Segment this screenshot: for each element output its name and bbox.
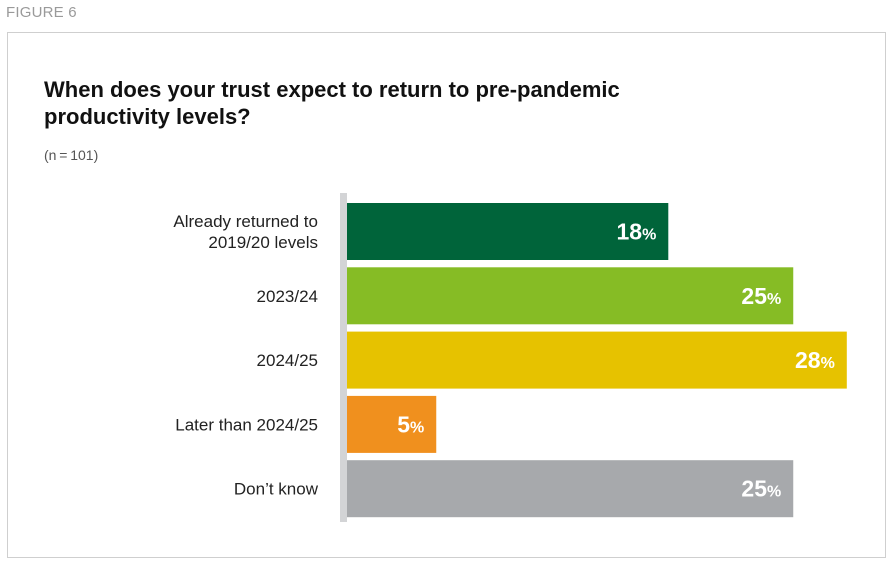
bar-2 [347,331,847,389]
bar-3 [347,395,437,453]
axis-line [340,193,347,522]
category-label-2: 2024/25 [257,351,318,370]
figure-label: FIGURE 6 [6,4,77,21]
category-label-1: 2023/24 [257,287,318,306]
category-label-4: Don’t know [234,480,319,499]
bar-0 [347,203,669,260]
category-label-3: Later than 2024/25 [175,415,318,434]
bar-1 [347,267,794,325]
value-label-4: 25% [741,476,781,502]
value-label-0: 18% [616,219,656,245]
chart-subtitle: (n = 101) [44,147,99,163]
category-label-0: Already returned to 2019/20 levels [173,212,318,252]
value-label-3: 5% [397,411,424,437]
chart-title: When does your trust expect to return to… [44,77,620,129]
bar-4 [347,460,794,518]
value-label-2: 28% [795,347,835,373]
value-label-1: 25% [741,283,781,309]
